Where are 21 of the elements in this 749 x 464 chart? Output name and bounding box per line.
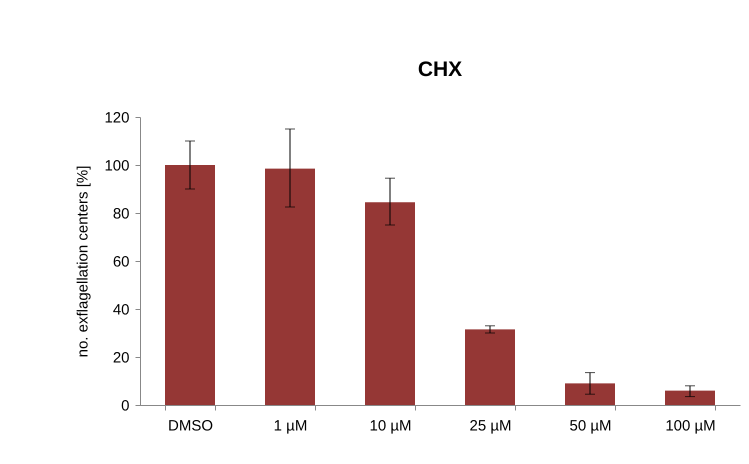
y-axis-title: no. exflagellation centers [%] xyxy=(74,166,92,358)
chart-title: CHX xyxy=(418,58,462,81)
x-tick-label: 25 µM xyxy=(470,418,512,434)
y-tick-label: 120 xyxy=(104,110,130,126)
bar xyxy=(565,383,615,405)
x-tick-label: 1 µM xyxy=(274,418,308,434)
y-tick-label: 0 xyxy=(121,398,130,414)
bar xyxy=(165,165,215,405)
bar xyxy=(265,168,315,405)
y-tick-label: 40 xyxy=(112,302,130,318)
x-tick-label: DMSO xyxy=(168,418,213,434)
x-tick-label: 100 µM xyxy=(665,418,716,434)
bar xyxy=(665,390,715,405)
y-tick-label: 60 xyxy=(112,254,130,270)
bar xyxy=(465,329,515,405)
x-tick-label: 10 µM xyxy=(370,418,412,434)
y-tick-label: 20 xyxy=(112,350,130,366)
bar xyxy=(365,202,415,405)
y-tick-label: 80 xyxy=(112,206,130,222)
y-tick-label: 100 xyxy=(104,158,130,174)
x-tick-label: 50 µM xyxy=(570,418,612,434)
